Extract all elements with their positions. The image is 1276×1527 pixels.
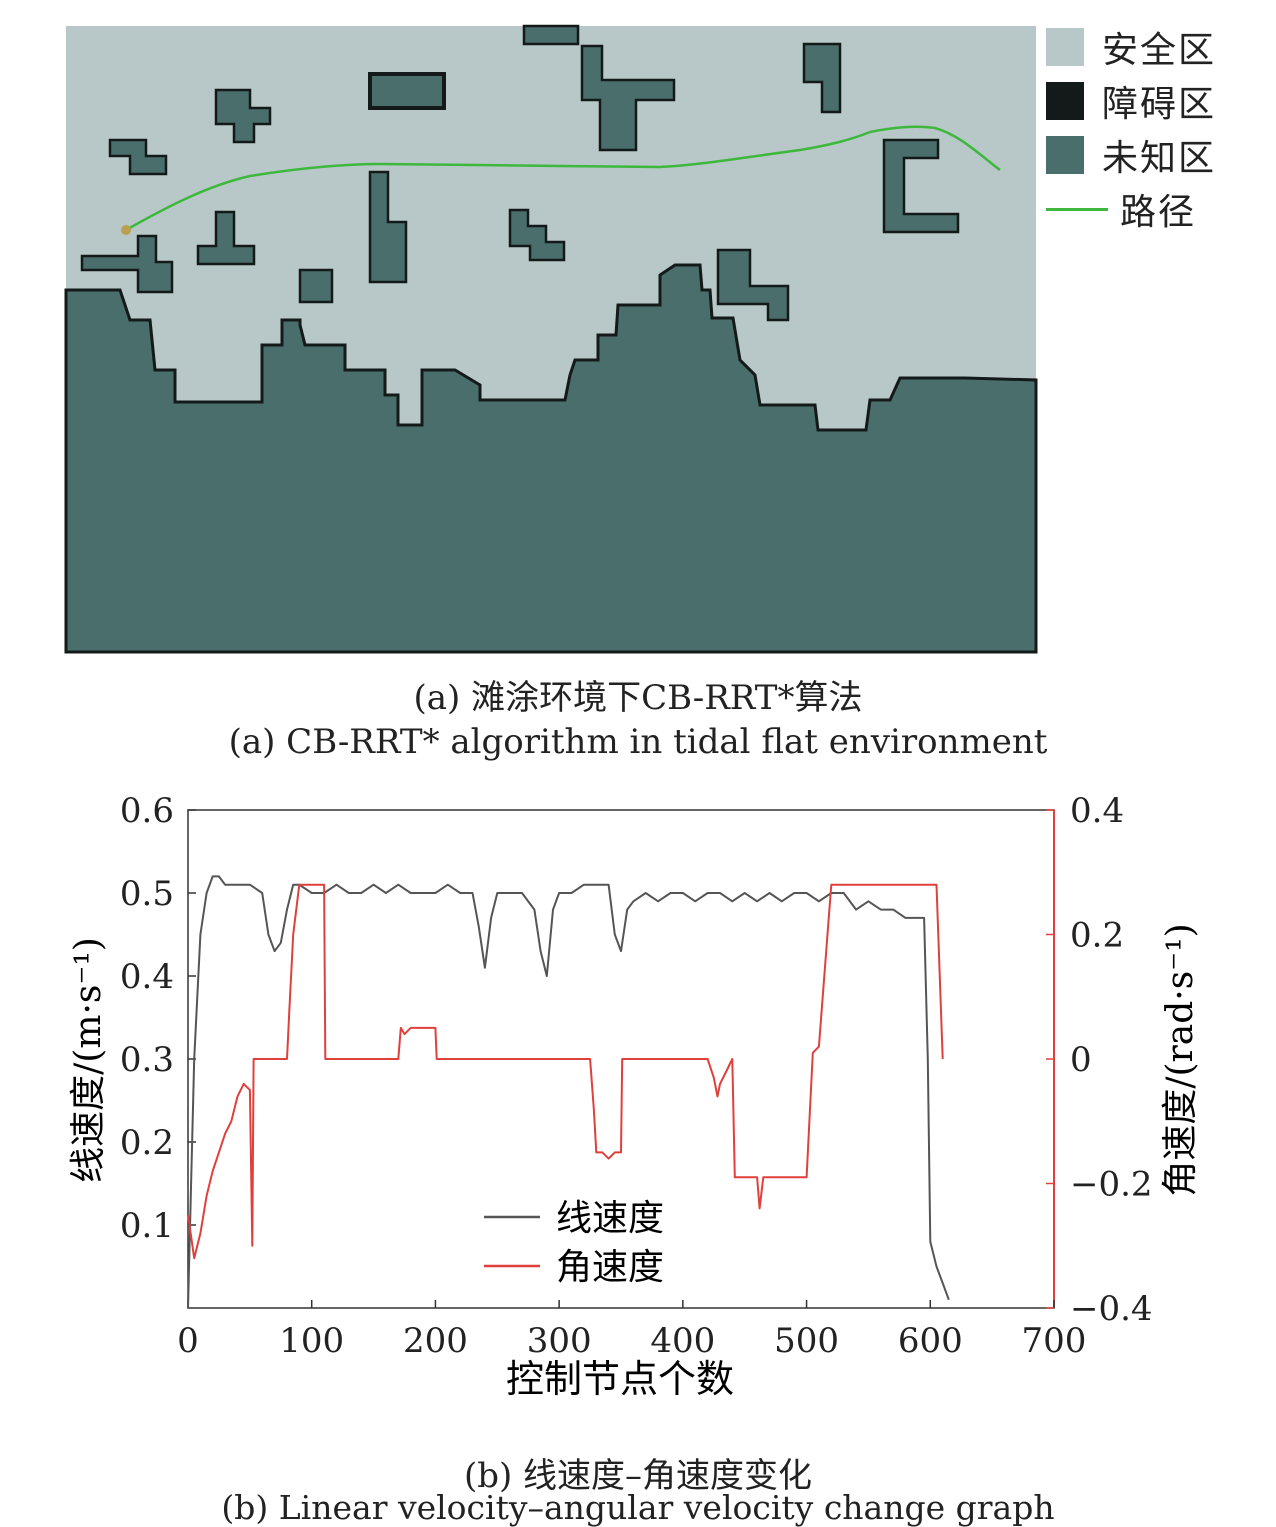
legend-swatch bbox=[1046, 28, 1084, 66]
legend-label-angular: 角速度 bbox=[556, 1247, 664, 1288]
tidal-flat-map bbox=[64, 24, 1038, 654]
planned-path bbox=[125, 125, 1001, 232]
legend-item-safe: 安全区 bbox=[1046, 20, 1266, 74]
x-tick-label: 700 bbox=[1022, 1321, 1087, 1361]
legend-label: 安全区 bbox=[1102, 30, 1217, 71]
x-tick-label: 600 bbox=[898, 1321, 963, 1361]
legend-label: 障碍区 bbox=[1102, 84, 1217, 125]
series-line-angular-velocity bbox=[187, 883, 944, 1260]
x-tick-label: 500 bbox=[774, 1321, 839, 1361]
y-left-tick-label: 0.1 bbox=[120, 1206, 174, 1246]
caption-b-cn: (b) 线速度–角速度变化 bbox=[463, 1456, 813, 1496]
legend-swatch bbox=[1046, 207, 1108, 211]
legend-item-path: 路径 bbox=[1046, 182, 1266, 236]
x-tick-label: 300 bbox=[527, 1321, 592, 1361]
y-right-tick-label: −0.2 bbox=[1070, 1165, 1153, 1205]
y-right-axis-label: 角速度/(rad·s⁻¹) bbox=[1160, 923, 1201, 1196]
y-left-tick-label: 0.2 bbox=[120, 1123, 174, 1163]
legend-item-obstacle: 障碍区 bbox=[1046, 74, 1266, 128]
legend-label-linear: 线速度 bbox=[556, 1198, 664, 1239]
obstacle-blocks bbox=[80, 24, 960, 322]
x-tick-label: 400 bbox=[650, 1321, 715, 1361]
start-marker bbox=[121, 225, 131, 235]
legend-label: 路径 bbox=[1120, 192, 1197, 233]
x-tick-label: 0 bbox=[177, 1321, 199, 1361]
caption-a-en: (a) CB-RRT* algorithm in tidal flat envi… bbox=[228, 722, 1048, 762]
y-right-tick-label: 0.2 bbox=[1070, 916, 1124, 956]
y-left-tick-label: 0.4 bbox=[120, 957, 174, 997]
map-legend: 安全区 障碍区 未知区 路径 bbox=[1046, 20, 1266, 236]
x-tick-label: 200 bbox=[403, 1321, 468, 1361]
legend-label: 未知区 bbox=[1102, 138, 1217, 179]
y-right-tick-label: 0 bbox=[1070, 1040, 1092, 1080]
y-left-tick-label: 0.6 bbox=[120, 791, 174, 831]
legend-swatch bbox=[1046, 82, 1084, 120]
map-panel: 安全区 障碍区 未知区 路径 bbox=[0, 0, 1276, 660]
caption-b-en: (b) Linear velocity–angular velocity cha… bbox=[221, 1488, 1055, 1527]
legend-swatch bbox=[1046, 136, 1084, 174]
y-left-axis-label: 线速度/(m·s⁻¹) bbox=[68, 937, 109, 1183]
y-right-tick-label: 0.4 bbox=[1070, 791, 1124, 831]
x-tick-label: 100 bbox=[279, 1321, 344, 1361]
unknown-region bbox=[64, 263, 1038, 654]
x-axis-label: 控制节点个数 bbox=[506, 1357, 734, 1401]
caption-a-cn: (a) 滩涂环境下CB-RRT*算法 bbox=[413, 678, 863, 718]
chart-legend: 线速度 角速度 bbox=[484, 1198, 664, 1288]
y-left-tick-label: 0.5 bbox=[120, 874, 174, 914]
y-right-tick-label: −0.4 bbox=[1070, 1289, 1153, 1329]
series-line-linear-velocity bbox=[187, 875, 950, 1309]
y-left-tick-label: 0.3 bbox=[120, 1040, 174, 1080]
legend-item-unknown: 未知区 bbox=[1046, 128, 1266, 182]
velocity-chart: 0 100 200 300 400 500 600 700 0.1 0.2 0.3 0.4 0.5 0.6… bbox=[68, 791, 1201, 1401]
